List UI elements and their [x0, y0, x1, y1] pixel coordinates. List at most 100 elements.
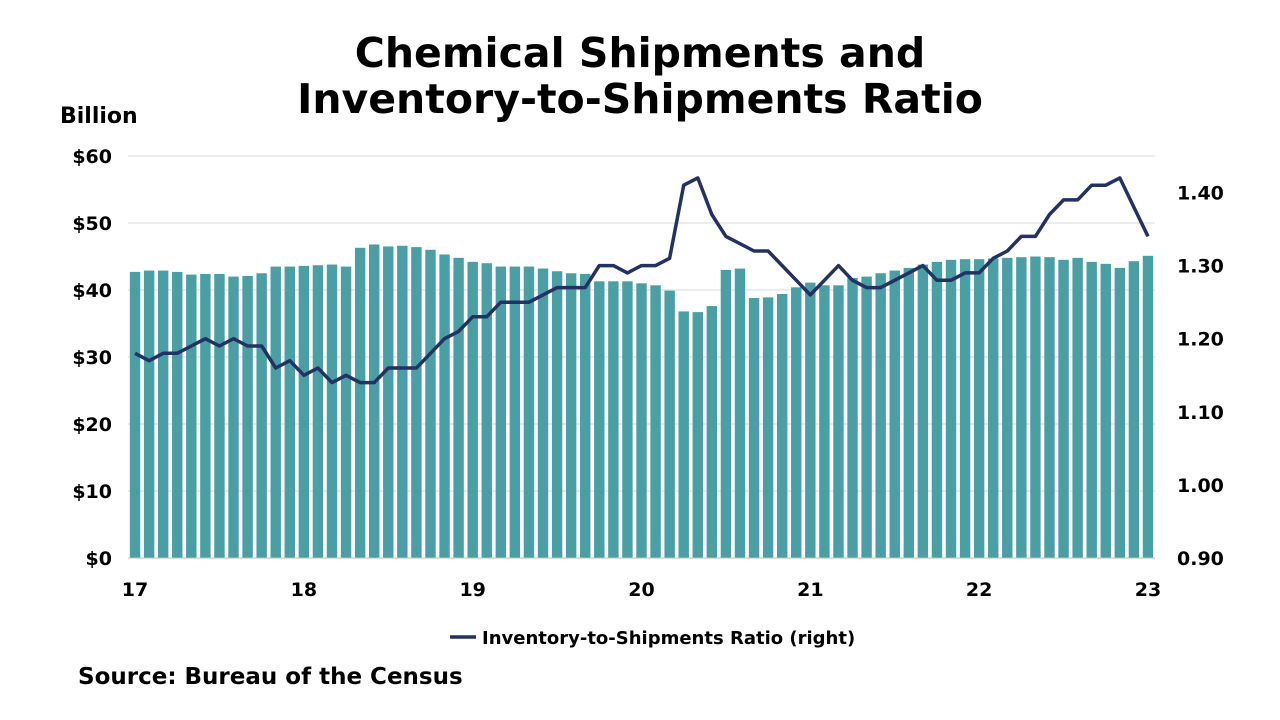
- bar: [256, 273, 267, 558]
- bar: [242, 275, 253, 558]
- bar: [720, 269, 732, 558]
- bar: [959, 259, 971, 558]
- bar: [1128, 261, 1140, 558]
- y-left-tick-label: $0: [86, 548, 112, 570]
- bar: [340, 266, 352, 558]
- bar: [1016, 257, 1027, 558]
- bar: [762, 297, 774, 558]
- bar: [636, 283, 647, 558]
- bar: [551, 271, 563, 558]
- ratio-line: [134, 176, 1150, 385]
- x-tick-label: 20: [628, 579, 654, 601]
- bar: [270, 266, 281, 558]
- bar: [312, 265, 324, 558]
- bar: [565, 273, 577, 558]
- source-note: Source: Bureau of the Census: [78, 664, 463, 690]
- bar: [664, 290, 675, 558]
- bar: [945, 259, 957, 558]
- chart-title-line-2: Inventory-to-Shipments Ratio: [297, 75, 983, 123]
- bar: [819, 285, 830, 558]
- bar: [537, 268, 549, 558]
- bar: [214, 273, 225, 558]
- bar: [650, 285, 661, 558]
- bar: [411, 247, 422, 558]
- x-tick-label: 17: [122, 579, 148, 601]
- bar: [678, 311, 689, 558]
- bar: [917, 264, 929, 558]
- y-left-tick-label: $50: [72, 213, 112, 235]
- bar: [383, 246, 394, 558]
- bar: [903, 267, 915, 558]
- bar: [594, 281, 605, 558]
- x-tick-label: 22: [966, 579, 992, 601]
- bar: [1072, 257, 1083, 558]
- x-tick-label: 18: [291, 579, 317, 601]
- x-tick-label: 21: [797, 579, 823, 601]
- bar: [706, 306, 718, 558]
- bar: [580, 273, 591, 558]
- bar: [1002, 257, 1013, 558]
- y-right-tick-label: 1.10: [1177, 402, 1224, 424]
- bar: [748, 298, 760, 558]
- bar: [833, 285, 844, 558]
- y-axis-left-label: Billion: [60, 104, 138, 129]
- bar: [973, 259, 985, 558]
- bar: [734, 268, 746, 558]
- bar: [608, 281, 619, 558]
- bar: [1086, 261, 1097, 558]
- bar: [453, 257, 464, 558]
- bar: [622, 281, 633, 558]
- bar: [1142, 255, 1154, 558]
- bar: [875, 273, 886, 558]
- bar: [861, 276, 872, 558]
- bar: [228, 276, 239, 558]
- bar: [467, 261, 478, 558]
- y-left-tick-label: $30: [72, 347, 112, 369]
- bar-series: [129, 244, 1154, 559]
- bar: [326, 264, 338, 558]
- y-left-tick-label: $10: [72, 481, 112, 503]
- bar: [157, 270, 169, 558]
- y-right-tick-label: 1.30: [1177, 256, 1224, 278]
- bar: [495, 266, 507, 558]
- bar: [143, 270, 155, 558]
- y-left-tick-label: $40: [72, 280, 112, 302]
- bar: [439, 254, 450, 559]
- legend-label: Inventory-to-Shipments Ratio (right): [482, 628, 855, 649]
- y-right-tick-label: 1.00: [1177, 475, 1224, 497]
- bar: [1100, 263, 1111, 558]
- bar: [988, 258, 999, 558]
- y-left-tick-label: $20: [72, 414, 112, 436]
- bar: [284, 266, 295, 558]
- bar: [129, 271, 141, 558]
- bar: [425, 249, 436, 559]
- y-right-tick-label: 1.40: [1177, 183, 1224, 205]
- bar: [791, 287, 802, 558]
- bar: [1030, 256, 1041, 558]
- bar: [200, 273, 211, 558]
- chart-title: Chemical Shipments and Inventory-to-Ship…: [140, 30, 1140, 122]
- chart-title-line-1: Chemical Shipments and: [354, 29, 926, 77]
- y-right-tick-label: 1.20: [1177, 329, 1224, 351]
- bar: [805, 282, 816, 558]
- bar: [397, 245, 408, 558]
- bar: [523, 266, 535, 558]
- bar: [1058, 259, 1069, 558]
- y-right-tick-label: 0.90: [1177, 548, 1224, 570]
- bar: [692, 312, 703, 558]
- axes: $0 $10 $20 $30 $40 $50 $60 0.90 1.00 1.10 1.20 1.30…: [72, 146, 1224, 601]
- bar: [172, 271, 183, 558]
- bar: [1044, 257, 1055, 558]
- bar: [776, 294, 788, 558]
- ratio-series: [134, 176, 1150, 385]
- bar: [186, 274, 197, 558]
- bar: [509, 266, 521, 558]
- bar: [368, 244, 380, 558]
- bar: [298, 265, 310, 558]
- legend: Inventory-to-Shipments Ratio (right): [450, 628, 855, 649]
- y-left-tick-label: $60: [72, 146, 112, 168]
- bar: [847, 277, 858, 558]
- bar: [889, 270, 900, 558]
- x-tick-label: 23: [1135, 579, 1161, 601]
